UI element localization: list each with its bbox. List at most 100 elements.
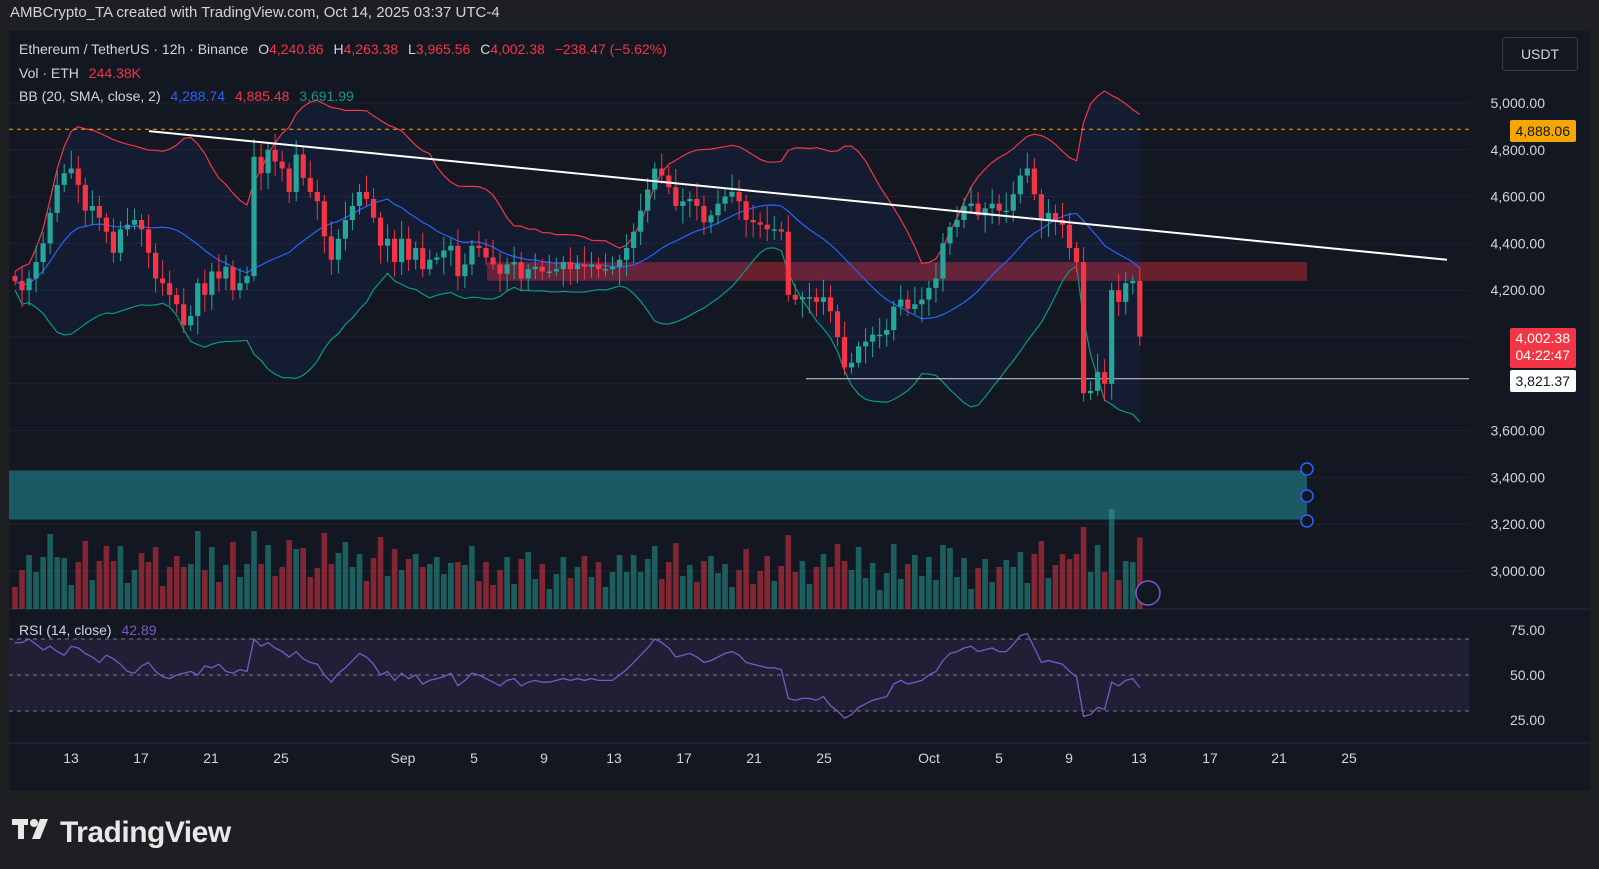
candle-body[interactable] xyxy=(764,224,770,230)
candle-body[interactable] xyxy=(413,248,419,260)
candle-body[interactable] xyxy=(609,266,616,270)
candle-body[interactable] xyxy=(1109,290,1115,384)
candle-body[interactable] xyxy=(230,266,236,291)
candle-body[interactable] xyxy=(462,264,468,277)
zone-handle[interactable] xyxy=(1300,489,1314,503)
candle-body[interactable] xyxy=(1038,194,1044,220)
candle-body[interactable] xyxy=(153,252,159,279)
candle-body[interactable] xyxy=(708,215,714,223)
candle-body[interactable] xyxy=(848,362,855,368)
candle-body[interactable] xyxy=(1010,194,1016,211)
candle-body[interactable] xyxy=(356,191,363,206)
candle-body[interactable] xyxy=(1017,175,1023,195)
candle-body[interactable] xyxy=(202,283,208,295)
symbol-title[interactable]: Ethereum / TetherUS · 12h · Binance xyxy=(19,41,249,57)
candle-body[interactable] xyxy=(1102,372,1108,384)
candle-body[interactable] xyxy=(954,220,960,228)
candle-body[interactable] xyxy=(1045,212,1052,220)
candle-body[interactable] xyxy=(926,287,932,300)
candle-body[interactable] xyxy=(145,229,152,253)
candle-body[interactable] xyxy=(349,205,356,220)
candle-body[interactable] xyxy=(251,156,257,277)
candle-body[interactable] xyxy=(820,297,827,302)
candle-body[interactable] xyxy=(244,276,250,284)
candle-body[interactable] xyxy=(293,154,299,192)
candle-body[interactable] xyxy=(975,203,981,216)
candle-body[interactable] xyxy=(856,346,862,363)
candle-body[interactable] xyxy=(631,231,637,249)
candle-body[interactable] xyxy=(103,217,109,232)
candle-body[interactable] xyxy=(785,231,791,295)
candle-body[interactable] xyxy=(26,278,32,291)
candle-body[interactable] xyxy=(384,238,391,246)
candle-body[interactable] xyxy=(1066,224,1073,249)
candle-body[interactable] xyxy=(673,187,679,206)
candle-body[interactable] xyxy=(827,297,834,312)
candle-body[interactable] xyxy=(884,329,890,335)
candle-body[interactable] xyxy=(314,191,320,202)
candle-body[interactable] xyxy=(940,243,946,279)
candle-body[interactable] xyxy=(342,220,349,239)
candle-body[interactable] xyxy=(131,220,138,225)
candle-body[interactable] xyxy=(841,337,848,368)
zone-handle[interactable] xyxy=(1300,514,1314,528)
candle-body[interactable] xyxy=(1116,290,1122,302)
candle-body[interactable] xyxy=(258,156,264,174)
candle-body[interactable] xyxy=(68,168,74,174)
candle-body[interactable] xyxy=(560,262,566,270)
candle-body[interactable] xyxy=(328,236,334,260)
candle-body[interactable] xyxy=(687,198,693,202)
candle-body[interactable] xyxy=(645,189,651,211)
candle-body[interactable] xyxy=(483,248,489,258)
candle-body[interactable] xyxy=(933,278,939,288)
candle-body[interactable] xyxy=(265,149,271,174)
chart-panel[interactable]: 5,000.00 4,800.00 4,600.00 4,400.00 4,200.00… xyxy=(9,31,1590,791)
volume-legend[interactable]: Vol · ETH 244.38K xyxy=(19,65,147,81)
candle-body[interactable] xyxy=(813,297,820,302)
candle-body[interactable] xyxy=(989,203,995,209)
candle-body[interactable] xyxy=(1095,372,1101,391)
candle-body[interactable] xyxy=(652,168,658,190)
candle-body[interactable] xyxy=(455,245,461,277)
candle-body[interactable] xyxy=(181,304,187,326)
candle-body[interactable] xyxy=(680,201,686,206)
candle-body[interactable] xyxy=(286,168,292,192)
candle-body[interactable] xyxy=(624,248,630,260)
candle-body[interactable] xyxy=(54,184,60,213)
candle-body[interactable] xyxy=(743,201,749,220)
candle-body[interactable] xyxy=(532,266,538,270)
candle-body[interactable] xyxy=(799,297,805,300)
candle-body[interactable] xyxy=(722,196,728,204)
candle-body[interactable] xyxy=(736,191,742,202)
candle-body[interactable] xyxy=(715,203,721,216)
candle-body[interactable] xyxy=(806,297,812,299)
candle-body[interactable] xyxy=(117,229,124,253)
candle-body[interactable] xyxy=(602,269,609,271)
candle-body[interactable] xyxy=(399,238,405,263)
candle-body[interactable] xyxy=(701,205,707,223)
candle-body[interactable] xyxy=(778,229,784,232)
candle-body[interactable] xyxy=(490,257,496,265)
candle-body[interactable] xyxy=(595,264,602,270)
candle-body[interactable] xyxy=(406,238,412,260)
candle-body[interactable] xyxy=(321,201,327,237)
candle-body[interactable] xyxy=(525,269,531,279)
candle-body[interactable] xyxy=(335,238,341,260)
candle-body[interactable] xyxy=(469,245,475,265)
candle-body[interactable] xyxy=(279,161,285,169)
candle-body[interactable] xyxy=(370,198,377,218)
candle-body[interactable] xyxy=(539,266,545,272)
candle-body[interactable] xyxy=(167,283,173,295)
candle-body[interactable] xyxy=(912,304,918,309)
candle-body[interactable] xyxy=(1031,168,1037,195)
candle-body[interactable] xyxy=(870,334,876,342)
candle-body[interactable] xyxy=(476,245,482,249)
candle-body[interactable] xyxy=(574,264,580,270)
candle-body[interactable] xyxy=(546,271,552,273)
candle-body[interactable] xyxy=(47,212,53,244)
candle-body[interactable] xyxy=(1130,280,1136,284)
candle-body[interactable] xyxy=(89,205,95,211)
candle-body[interactable] xyxy=(771,229,777,231)
candle-body[interactable] xyxy=(40,243,46,263)
candle-body[interactable] xyxy=(434,257,440,260)
